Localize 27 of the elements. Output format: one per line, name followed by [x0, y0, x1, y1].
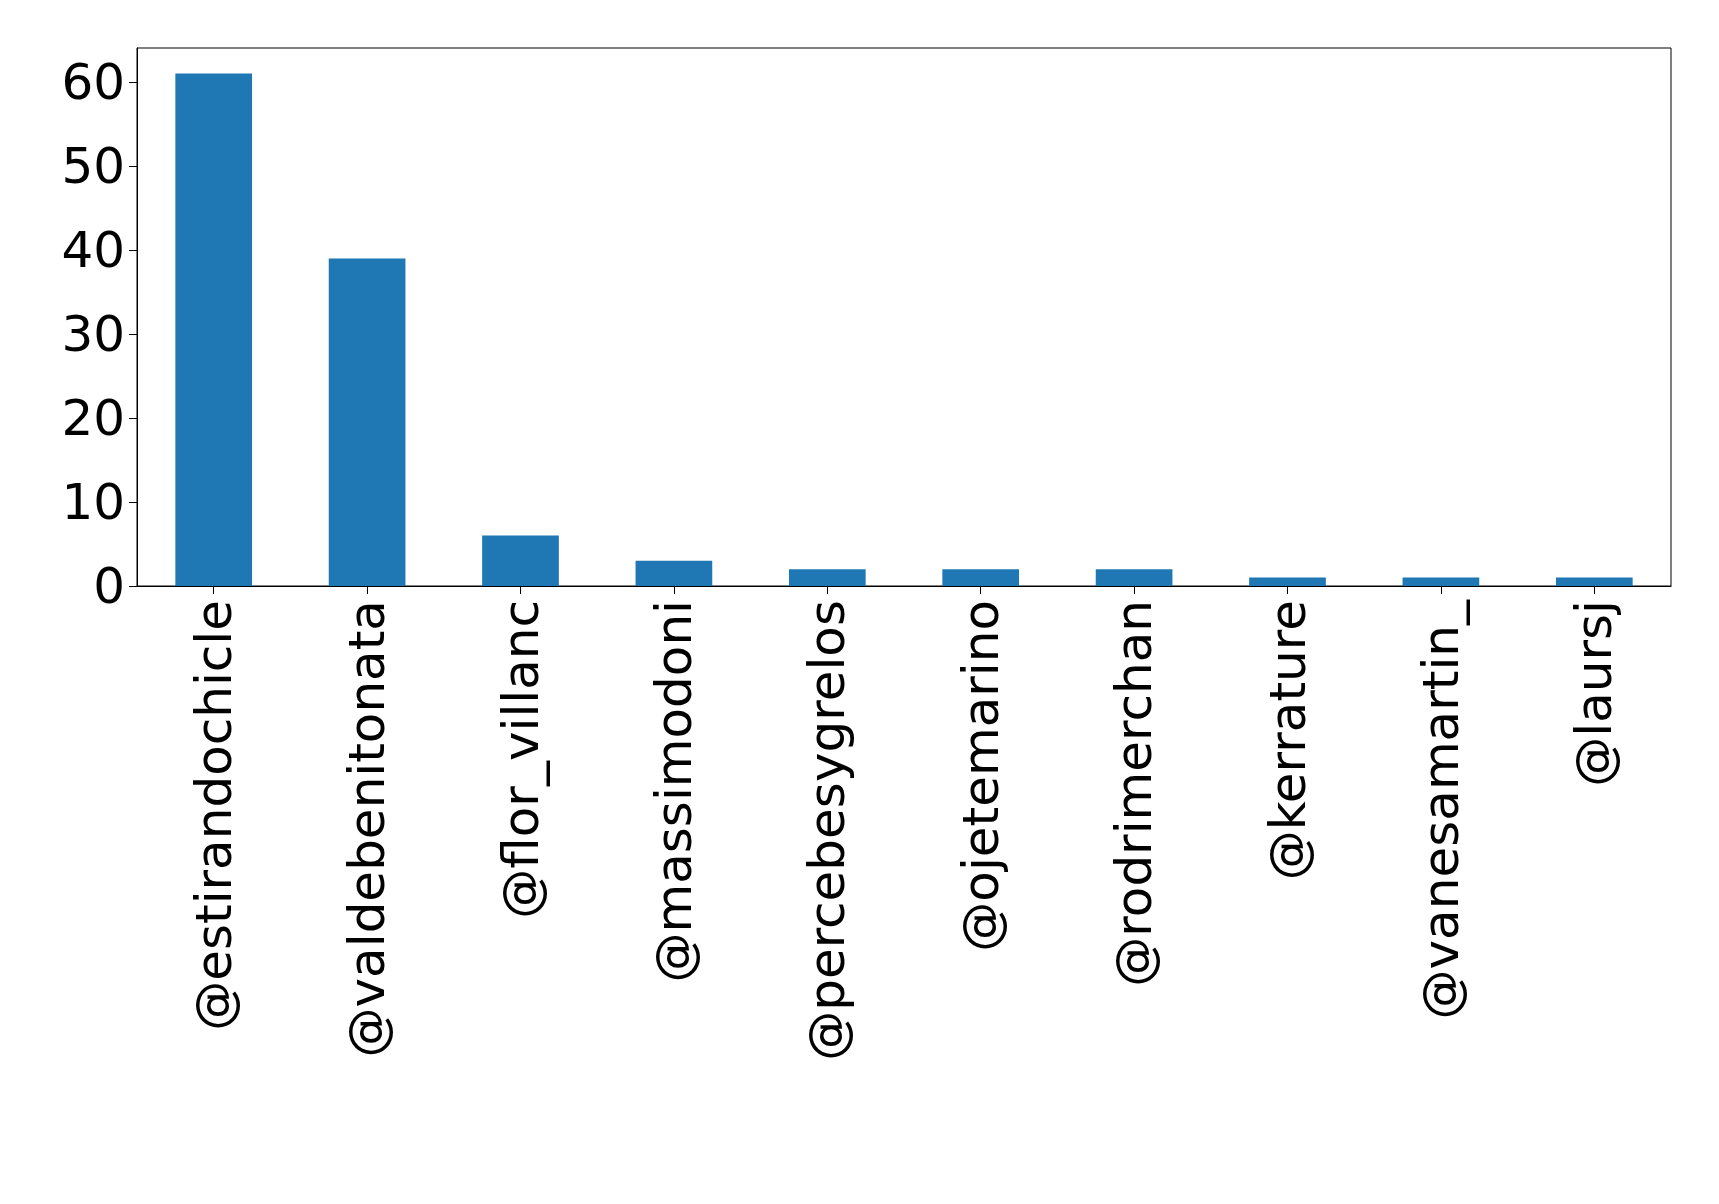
bar: [1095, 569, 1173, 586]
bar: [1402, 577, 1480, 586]
y-tick-label: 60: [61, 53, 125, 112]
bar: [942, 569, 1020, 586]
y-tick-label: 40: [61, 221, 125, 280]
x-tick-label: @valdebenitonata: [338, 600, 397, 1058]
bar: [1249, 577, 1326, 586]
x-tick-label: @flor_villanc: [491, 600, 550, 919]
x-tick-label: @massimodoni: [644, 600, 703, 983]
x-tick-label: @percebesygrelos: [798, 600, 857, 1061]
bar: [175, 73, 253, 586]
x-tick-label: @vanesamartin_: [1411, 599, 1470, 1020]
x-tick-label: @rodrimerchan: [1105, 600, 1164, 987]
x-tick-label: @ojetemarino: [951, 600, 1010, 952]
bar: [788, 569, 866, 586]
y-tick-label: 50: [61, 137, 125, 196]
bar: [328, 258, 406, 586]
bar: [1555, 577, 1633, 586]
x-tick-label: @laursj: [1565, 600, 1624, 787]
bar: [482, 535, 559, 586]
y-tick-label: 0: [93, 557, 125, 615]
bar: [635, 560, 713, 586]
y-tick-label: 10: [61, 473, 125, 531]
y-tick-label: 30: [61, 305, 125, 364]
x-tick-label: @estirandochicle: [184, 600, 243, 1031]
y-tick-label: 20: [61, 389, 125, 448]
x-tick-label: @kerrature: [1258, 600, 1317, 881]
